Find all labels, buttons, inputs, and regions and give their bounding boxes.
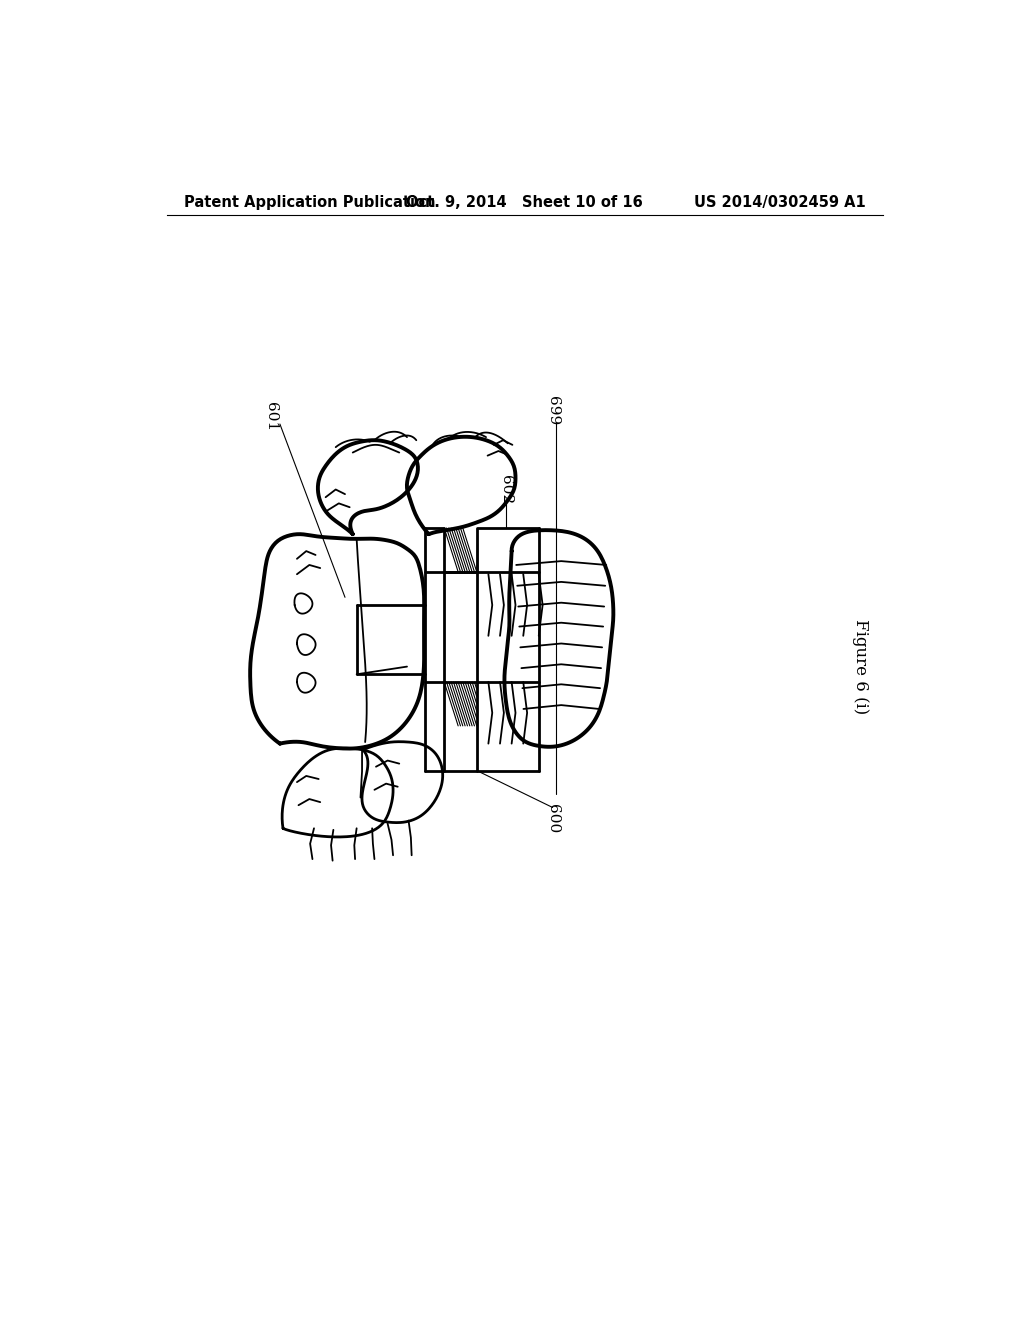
Text: 699: 699 bbox=[546, 396, 560, 425]
Text: 601: 601 bbox=[264, 401, 279, 430]
Text: US 2014/0302459 A1: US 2014/0302459 A1 bbox=[694, 195, 866, 210]
Text: Figure 6 (i): Figure 6 (i) bbox=[852, 619, 869, 714]
Text: Patent Application Publication: Patent Application Publication bbox=[183, 195, 435, 210]
Text: 600: 600 bbox=[546, 804, 560, 833]
Text: Oct. 9, 2014   Sheet 10 of 16: Oct. 9, 2014 Sheet 10 of 16 bbox=[407, 195, 643, 210]
Text: 602: 602 bbox=[500, 475, 513, 504]
